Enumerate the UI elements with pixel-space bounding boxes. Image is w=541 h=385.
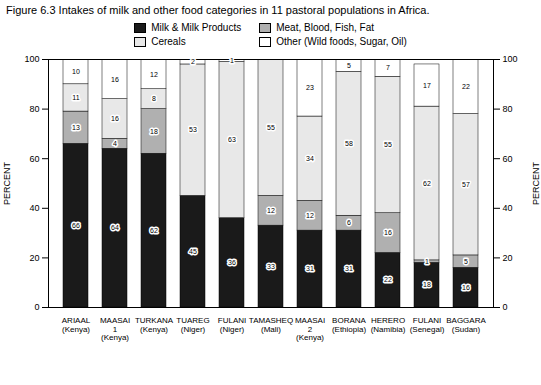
svg-text:58: 58	[345, 140, 353, 147]
svg-text:4: 4	[113, 140, 117, 147]
svg-text:100: 100	[503, 54, 518, 64]
svg-text:TAMASHEQ(Mali): TAMASHEQ(Mali)	[249, 316, 293, 334]
svg-text:12: 12	[267, 207, 275, 214]
svg-text:1: 1	[230, 57, 234, 64]
svg-text:17: 17	[423, 82, 431, 89]
svg-text:MAASAI2(Kenya): MAASAI2(Kenya)	[295, 316, 325, 343]
html-text:Cereals: Cereals	[151, 36, 186, 47]
svg-text:BORANA(Ethiopia): BORANA(Ethiopia)	[332, 316, 367, 334]
svg-text:66: 66	[72, 222, 80, 229]
svg-text:16: 16	[384, 229, 392, 236]
svg-text:22: 22	[462, 83, 470, 90]
svg-text:34: 34	[306, 155, 314, 162]
svg-text:13: 13	[72, 124, 80, 131]
svg-text:16: 16	[462, 284, 470, 291]
svg-text:HERERO(Namibia): HERERO(Namibia)	[371, 316, 406, 334]
svg-text:62: 62	[423, 180, 431, 187]
html-text:Milk & Milk Products: Milk & Milk Products	[151, 22, 242, 33]
svg-text:80: 80	[503, 104, 513, 114]
svg-text:PERCENT: PERCENT	[2, 162, 12, 206]
svg-text:TURKANA(Kenya): TURKANA(Kenya)	[135, 316, 174, 334]
svg-text:20: 20	[29, 253, 39, 263]
svg-text:MAASAI1(Kenya): MAASAI1(Kenya)	[100, 316, 130, 343]
svg-text:18: 18	[423, 281, 431, 288]
svg-text:10: 10	[72, 68, 80, 75]
html-text:Meat, Blood, Fish, Fat: Meat, Blood, Fish, Fat	[276, 22, 374, 33]
svg-text:63: 63	[228, 136, 236, 143]
svg-text:FULANI(Niger): FULANI(Niger)	[218, 316, 246, 334]
svg-text:22: 22	[384, 276, 392, 283]
svg-text:1: 1	[425, 258, 429, 265]
svg-text:7: 7	[386, 64, 390, 71]
svg-text:2: 2	[191, 58, 195, 65]
svg-text:57: 57	[462, 181, 470, 188]
svg-text:12: 12	[150, 71, 158, 78]
svg-text:23: 23	[306, 84, 314, 91]
svg-text:FULANI(Senegal): FULANI(Senegal)	[410, 316, 445, 334]
svg-text:16: 16	[111, 115, 119, 122]
svg-text:8: 8	[152, 95, 156, 102]
svg-text:TUAREG(Niger): TUAREG(Niger)	[176, 316, 209, 334]
svg-text:64: 64	[111, 224, 119, 231]
html-text:Figure 6.3 Intakes of milk and: Figure 6.3 Intakes of milk and other foo…	[6, 4, 430, 16]
svg-text:33: 33	[267, 263, 275, 270]
svg-text:PERCENT: PERCENT	[531, 162, 541, 206]
svg-text:6: 6	[347, 219, 351, 226]
svg-text:62: 62	[150, 227, 158, 234]
svg-text:16: 16	[111, 76, 119, 83]
svg-text:0: 0	[34, 302, 39, 312]
svg-text:31: 31	[306, 265, 314, 272]
svg-text:12: 12	[306, 212, 314, 219]
svg-text:BAGGARA(Sudan): BAGGARA(Sudan)	[446, 316, 486, 334]
svg-text:40: 40	[29, 203, 39, 213]
svg-text:20: 20	[503, 253, 513, 263]
svg-text:55: 55	[384, 141, 392, 148]
svg-text:55: 55	[267, 124, 275, 131]
svg-text:80: 80	[29, 104, 39, 114]
svg-text:11: 11	[72, 94, 79, 101]
svg-text:18: 18	[150, 128, 158, 135]
svg-text:53: 53	[189, 126, 197, 133]
svg-text:60: 60	[29, 154, 39, 164]
svg-text:40: 40	[503, 203, 513, 213]
svg-text:5: 5	[464, 258, 468, 265]
svg-text:36: 36	[228, 259, 236, 266]
svg-text:0: 0	[503, 302, 508, 312]
svg-text:5: 5	[347, 62, 351, 69]
svg-text:45: 45	[189, 248, 197, 255]
svg-text:31: 31	[345, 265, 353, 272]
svg-text:ARIAAL(Kenya): ARIAAL(Kenya)	[62, 316, 91, 334]
svg-text:100: 100	[24, 54, 39, 64]
svg-text:60: 60	[503, 154, 513, 164]
html-text:Other (Wild foods, Sugar, Oil): Other (Wild foods, Sugar, Oil)	[276, 36, 407, 47]
